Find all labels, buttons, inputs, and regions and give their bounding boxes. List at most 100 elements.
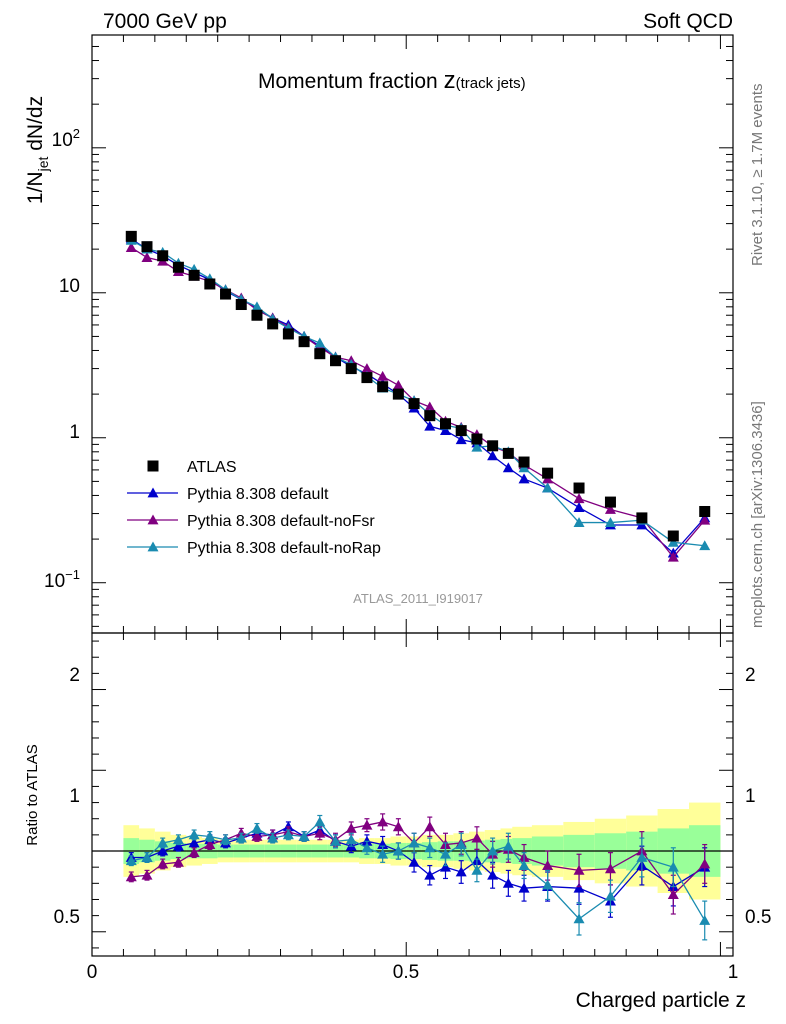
data-point	[141, 241, 153, 253]
data-point	[377, 370, 389, 381]
data-point	[699, 514, 711, 525]
ratio-data-point	[172, 840, 184, 851]
data-point	[157, 250, 169, 262]
ratio-data-point	[251, 830, 263, 841]
ratio-data-point	[518, 860, 530, 870]
ratio-y-axis-label: Ratio to ATLAS	[24, 744, 41, 845]
ratio-data-point	[141, 851, 153, 862]
ratio-data-point	[502, 877, 514, 888]
x-axis-label: Charged particle z	[576, 989, 746, 1012]
main-y-tick-labels: 10−1 1 10 102	[44, 126, 80, 592]
header-right: Soft QCD	[643, 10, 733, 33]
ratio-data-point	[172, 834, 184, 845]
legend-label: Pythia 8.308 default-noFsr	[187, 513, 375, 530]
legend: ATLAS Pythia 8.308 default Pythia 8.308 de…	[127, 459, 381, 557]
data-point	[141, 252, 153, 262]
ratio-data-point	[424, 821, 436, 832]
data-point	[408, 398, 420, 410]
x-tick-label-0.5: 0.5	[393, 962, 419, 983]
ratio-data-point	[487, 869, 499, 880]
data-point	[125, 230, 137, 242]
ratio-data-point	[392, 821, 404, 832]
ratio-data-point	[471, 864, 483, 875]
ratio-data-point	[267, 832, 279, 843]
data-point	[699, 540, 711, 551]
ratio-tick-label-2-right: 2	[745, 665, 756, 686]
ratio-data-point	[172, 856, 184, 867]
ratio-data-point	[604, 863, 616, 874]
ratio-data-point	[408, 837, 420, 848]
legend-marker	[147, 460, 159, 472]
ratio-data-point	[125, 871, 137, 882]
ratio-data-point	[188, 847, 200, 858]
ratio-data-point	[235, 832, 247, 843]
ratio-data-point	[573, 882, 585, 893]
data-point	[361, 372, 373, 384]
data-point	[235, 299, 247, 311]
ratio-data-point	[188, 837, 200, 848]
ratio-tick-label-1-left: 1	[69, 786, 80, 807]
ratio-data-point	[518, 882, 530, 893]
x-tick-label-1: 1	[728, 962, 739, 983]
data-point	[542, 467, 554, 479]
data-point	[636, 512, 648, 524]
ratio-data-point	[345, 834, 357, 845]
ratio-data-point	[667, 861, 679, 872]
data-point	[251, 301, 263, 312]
x-tick-labels: 0 0.5 1	[87, 962, 739, 983]
legend-marker	[147, 487, 159, 498]
ratio-data-point	[377, 848, 389, 859]
ratio-data-point	[487, 845, 499, 856]
ratio-data-point	[125, 855, 137, 866]
ratio-data-point	[204, 830, 216, 841]
data-point	[573, 502, 585, 512]
ratio-data-point	[377, 839, 389, 849]
legend-label: Pythia 8.308 default-noRap	[187, 540, 381, 557]
ratio-data-point	[204, 839, 216, 849]
analysis-watermark: ATLAS_2011_I919017	[353, 591, 483, 606]
legend-marker	[147, 541, 159, 552]
data-point	[455, 434, 467, 445]
legend-item: Pythia 8.308 default	[127, 486, 329, 503]
ratio-data-point	[455, 866, 467, 877]
ratio-data-point	[604, 890, 616, 901]
data-point	[542, 482, 554, 493]
x-tick-label-0: 0	[87, 962, 98, 983]
data-point	[282, 328, 294, 340]
data-point	[345, 363, 357, 375]
data-point	[471, 441, 483, 452]
data-point	[188, 269, 200, 281]
ratio-data-point	[141, 869, 153, 880]
ratio-data-point	[282, 829, 294, 840]
data-point	[667, 536, 679, 547]
data-point	[314, 337, 326, 348]
data-point	[518, 473, 530, 484]
ratio-data-point	[377, 816, 389, 827]
ratio-data-point	[330, 835, 342, 846]
ratio-series-group	[125, 813, 711, 941]
ratio-data-point	[573, 864, 585, 875]
ratio-data-point	[424, 842, 436, 853]
ratio-data-point	[636, 851, 648, 862]
ratio-data-point	[502, 840, 514, 851]
ratio-data-point	[157, 845, 169, 856]
mcplots-label: mcplots.cern.ch [arXiv:1306.3436]	[749, 401, 766, 628]
data-point	[604, 503, 616, 514]
legend-label: ATLAS	[187, 459, 237, 476]
data-point	[502, 462, 514, 473]
data-point	[667, 530, 679, 542]
ratio-data-point	[424, 869, 436, 880]
data-point	[604, 496, 616, 508]
data-point	[455, 425, 467, 437]
data-point	[298, 336, 310, 348]
y-tick-label-1: 1	[69, 422, 80, 443]
data-point	[604, 517, 616, 527]
ratio-tick-label-0.5-right: 0.5	[745, 907, 771, 928]
ratio-data-point	[455, 839, 467, 849]
ratio-data-point	[439, 861, 451, 872]
ratio-data-point	[361, 842, 373, 853]
ratio-data-point	[542, 860, 554, 870]
data-point	[439, 418, 451, 430]
series-atlas-points	[125, 230, 711, 542]
